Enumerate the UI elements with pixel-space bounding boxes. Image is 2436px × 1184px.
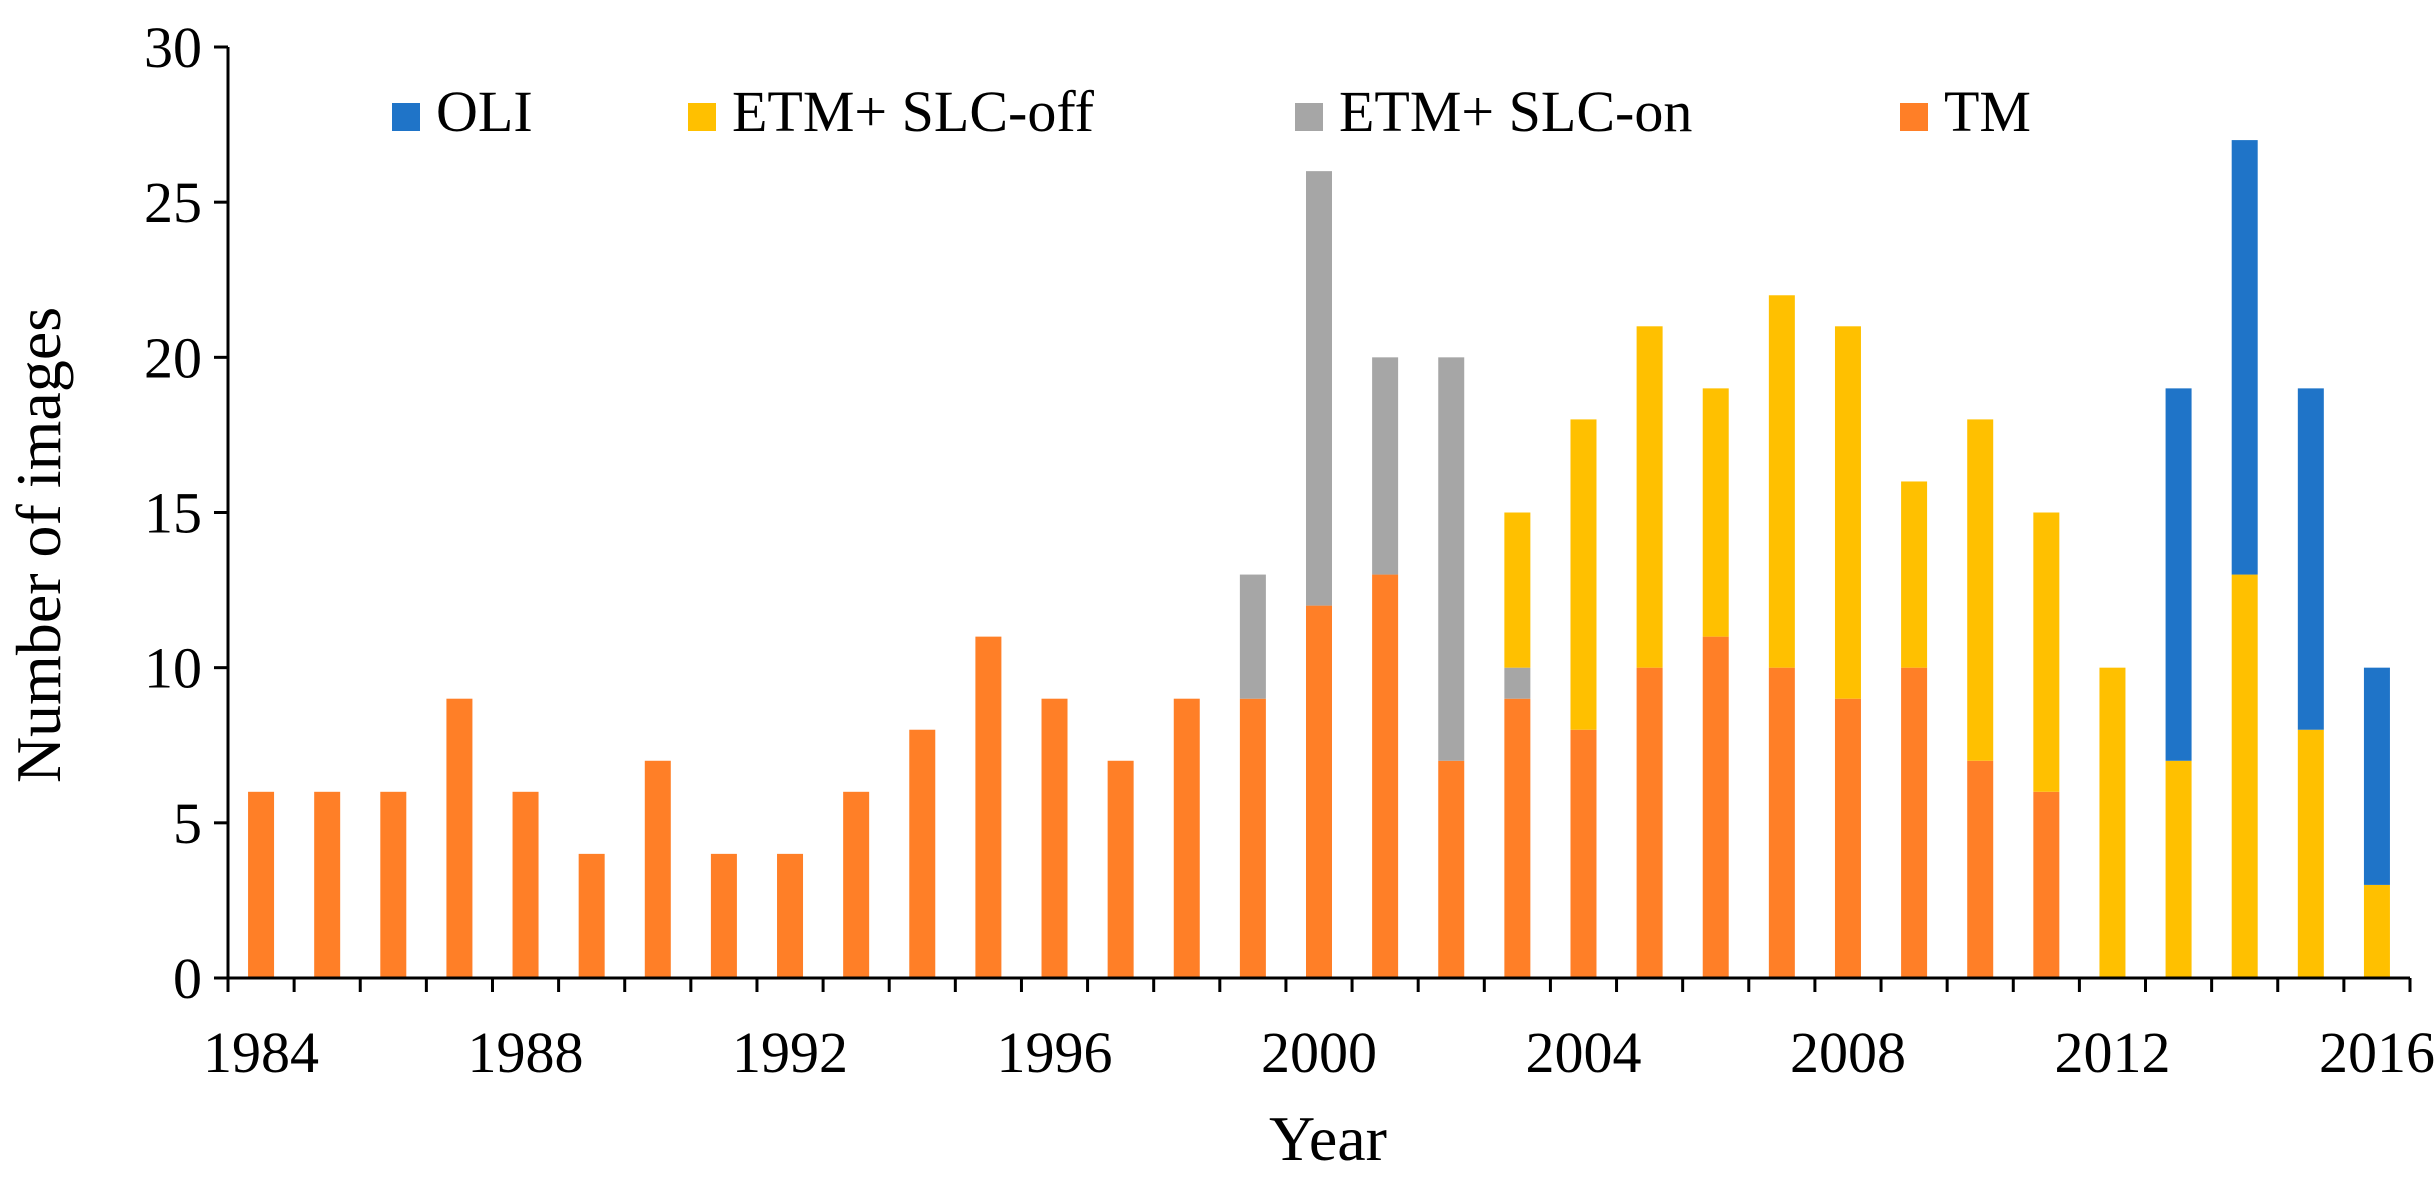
- legend-label-etm-slc-on: ETM+ SLC-on: [1339, 79, 1692, 144]
- bar-tm-2002: [1438, 760, 1465, 978]
- bar-etm-slc-on-1999: [1239, 574, 1266, 699]
- axes-layer: 0 5 10 15 20 25 30 1984 1988 1992 1996 2000 2004 2008…: [144, 15, 2435, 1085]
- bar-tm-1991: [710, 853, 737, 978]
- bar-etm-slc-on-2000: [1306, 171, 1332, 606]
- bar-etm-slc-off-2010: [1967, 419, 1994, 761]
- bar-tm-1993: [843, 791, 870, 978]
- x-axis-title: Year: [1269, 1103, 1387, 1174]
- y-tick-label-15: 15: [144, 481, 202, 546]
- x-tick-label-2012: 2012: [2054, 1020, 2170, 1085]
- bar-tm-2011: [2033, 791, 2060, 978]
- y-tick-label-25: 25: [144, 170, 202, 235]
- bar-etm-slc-off-2016: [2363, 884, 2390, 978]
- bar-etm-slc-off-2006: [1702, 388, 1729, 637]
- bar-etm-slc-on-2003: [1504, 667, 1531, 699]
- bar-tm-1986: [380, 791, 407, 978]
- bar-etm-slc-on-2002: [1438, 357, 1465, 761]
- bars-layer: [248, 140, 2390, 978]
- bar-tm-1987: [446, 698, 473, 978]
- bar-etm-slc-off-2007: [1768, 295, 1795, 668]
- bar-etm-slc-off-2011: [2033, 512, 2060, 792]
- x-tick-label-1988: 1988: [468, 1020, 584, 1085]
- bar-etm-slc-off-2008: [1834, 326, 1861, 699]
- y-tick-label-20: 20: [144, 325, 202, 390]
- bar-tm-2006: [1702, 636, 1729, 978]
- bar-oli-2015: [2297, 388, 2324, 730]
- y-tick-label-30: 30: [144, 15, 202, 80]
- bar-tm-1994: [909, 729, 936, 978]
- bar-tm-1999: [1239, 698, 1266, 978]
- bar-tm-2000: [1306, 605, 1332, 978]
- bar-tm-2010: [1967, 760, 1994, 978]
- bar-tm-2007: [1768, 667, 1795, 978]
- bar-etm-slc-off-2013: [2165, 760, 2192, 978]
- legend-swatch-oli: [392, 103, 420, 131]
- bar-etm-slc-off-2009: [1901, 481, 1928, 668]
- bar-tm-1997: [1107, 760, 1134, 978]
- x-tick-label-1984: 1984: [203, 1020, 319, 1085]
- x-tick-label-1996: 1996: [997, 1020, 1113, 1085]
- legend-swatch-tm: [1900, 103, 1928, 131]
- x-tick-label-2016: 2016: [2319, 1020, 2435, 1085]
- bar-tm-1998: [1173, 698, 1200, 978]
- bar-tm-1995: [975, 636, 1002, 978]
- bar-tm-2003: [1504, 698, 1531, 978]
- legend: OLI ETM+ SLC-off ETM+ SLC-on TM: [392, 79, 2031, 144]
- legend-label-etm-slc-off: ETM+ SLC-off: [732, 79, 1095, 144]
- bar-tm-2004: [1570, 729, 1597, 978]
- bar-tm-2005: [1636, 667, 1663, 978]
- legend-swatch-etm-slc-off: [688, 103, 716, 131]
- bar-oli-2013: [2165, 388, 2192, 761]
- bar-oli-2016: [2363, 667, 2390, 885]
- bar-tm-1992: [777, 853, 804, 978]
- bar-tm-1985: [314, 791, 341, 978]
- bar-tm-1990: [644, 760, 671, 978]
- bar-etm-slc-off-2014: [2231, 574, 2258, 978]
- x-tick-label-2000: 2000: [1261, 1020, 1377, 1085]
- bar-tm-1989: [578, 853, 605, 978]
- bar-etm-slc-off-2012: [2099, 667, 2126, 978]
- x-tick-label-2004: 2004: [1525, 1020, 1641, 1085]
- bar-tm-2009: [1901, 667, 1928, 978]
- bar-tm-1996: [1041, 698, 1068, 978]
- bar-tm-2008: [1834, 698, 1861, 978]
- bar-etm-slc-off-2003: [1504, 512, 1531, 668]
- bar-etm-slc-off-2004: [1570, 419, 1597, 730]
- y-tick-label-10: 10: [144, 636, 202, 701]
- bar-tm-1988: [512, 791, 539, 978]
- x-tick-label-2008: 2008: [1790, 1020, 1906, 1085]
- bar-etm-slc-off-2005: [1636, 326, 1663, 668]
- y-axis-title: Number of images: [3, 307, 74, 783]
- bar-tm-2001: [1372, 574, 1399, 978]
- legend-swatch-etm-slc-on: [1295, 103, 1323, 131]
- y-tick-label-0: 0: [173, 946, 202, 1011]
- legend-label-tm: TM: [1944, 79, 2031, 144]
- legend-label-oli: OLI: [436, 79, 533, 144]
- bar-oli-2014: [2231, 140, 2258, 575]
- bar-tm-1984: [248, 791, 275, 978]
- x-tick-label-1992: 1992: [732, 1020, 848, 1085]
- y-tick-label-5: 5: [173, 791, 202, 856]
- bar-etm-slc-off-2015: [2297, 729, 2324, 978]
- bar-etm-slc-on-2001: [1372, 357, 1399, 575]
